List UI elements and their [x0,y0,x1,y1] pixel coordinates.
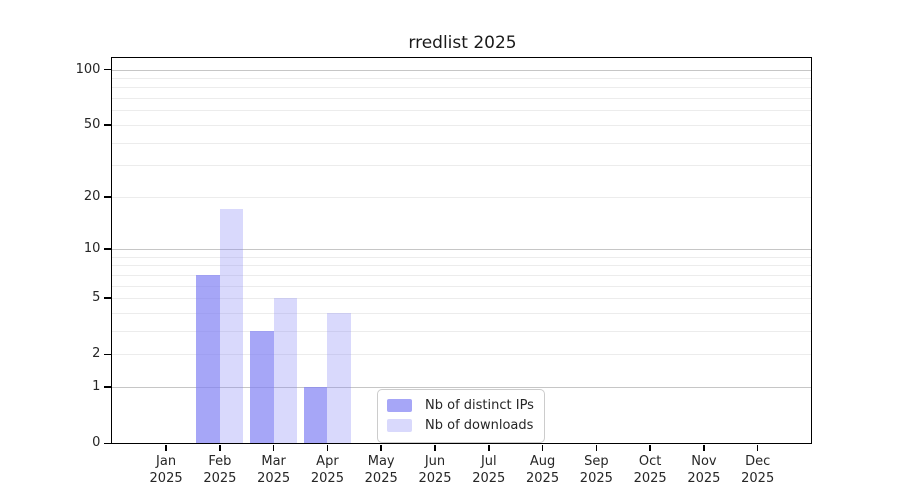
y-tick [104,248,111,250]
x-tick-label-year: 2025 [257,471,291,487]
y-gridline-minor [112,142,812,144]
x-tick [756,444,759,452]
y-gridline-minor [112,196,812,198]
x-tick-label-month: May [367,454,395,470]
x-tick [272,444,275,452]
x-tick-label-month: Jun [424,454,446,470]
x-tick [434,444,436,452]
x-tick [541,444,544,452]
y-tick-label: 1 [92,379,101,395]
x-tick-label-month: Jan [156,454,177,470]
x-tick-label-year: 2025 [687,471,721,487]
y-gridline-minor [112,110,812,112]
y-gridline-minor [112,78,812,80]
x-tick [165,444,167,452]
x-tick-label-month: Feb [208,454,232,470]
y-gridline-minor [112,165,812,167]
x-tick-label: Aug 2025 [511,453,575,487]
y-tick [104,353,111,356]
bar-downloads [219,209,244,444]
x-tick-label-month: Sep [584,454,609,470]
y-tick-label: 100 [75,61,101,77]
x-tick-label: Oct 2025 [618,453,682,487]
y-gridline-minor [112,98,812,100]
chart-title: rredlist 2025 [408,33,517,53]
y-gridline-minor [112,298,812,300]
x-tick-label-year: 2025 [472,471,506,487]
x-tick [326,444,329,452]
x-tick-label-year: 2025 [526,471,560,487]
x-tick-label: Jul 2025 [457,453,521,487]
y-gridline-minor [112,331,812,333]
y-tick-label: 20 [83,188,101,204]
y-tick-label: 0 [92,435,101,451]
y-gridline-minor [112,265,812,267]
x-tick-label-year: 2025 [418,471,452,487]
legend-item-distinct-ips: Nb of distinct IPs [387,396,534,415]
x-tick-label-month: Oct [638,454,662,470]
x-tick-label-month: Nov [691,454,717,470]
x-tick [595,444,598,452]
x-tick [487,444,490,452]
x-tick-label: Feb 2025 [188,453,252,487]
x-tick-label: May 2025 [349,453,413,487]
x-tick-label-year: 2025 [633,471,667,487]
y-gridline-minor [112,313,812,315]
x-tick-label: Nov 2025 [672,453,736,487]
bar-distinct-ips [250,331,274,444]
y-tick [104,68,111,71]
x-tick [219,444,221,452]
x-tick-label-year: 2025 [741,471,775,487]
plot-area: 0 1 2 5 10 20 50 100 Jan 2025 Feb 2025 Mar 2025 Apr 202… [76,57,813,486]
y-gridline-minor [112,274,812,276]
y-tick-label: 5 [92,290,101,306]
y-gridline-major [112,249,812,251]
x-tick-label: Jun 2025 [403,453,467,487]
y-gridline-major [112,387,812,389]
y-tick [104,386,111,389]
y-gridline-minor [112,354,812,356]
y-gridline-major [112,69,812,71]
bar-distinct-ips [196,274,220,444]
x-tick-label: Jan 2025 [134,453,198,487]
bar-downloads [327,313,351,444]
y-gridline-minor [112,285,812,287]
y-tick [104,442,111,445]
x-tick [649,444,651,452]
y-gridline-minor [112,87,812,89]
x-tick-label-year: 2025 [203,471,237,487]
y-tick [104,196,111,198]
x-tick-label-month: Apr [316,454,339,470]
x-tick-label-month: Mar [261,454,286,470]
y-tick-label: 10 [83,241,101,257]
legend: Nb of distinct IPs Nb of downloads [377,389,545,443]
x-tick-label-year: 2025 [310,471,344,487]
x-tick-label-month: Jul [480,454,497,470]
x-tick-label: Dec 2025 [726,453,790,487]
legend-swatch-downloads [387,419,412,432]
y-tick [104,297,111,300]
bar-distinct-ips [303,387,328,444]
x-tick-label: Apr 2025 [295,453,359,487]
y-tick [104,124,111,126]
x-tick-label-month: Dec [745,454,771,470]
y-gridline-minor [112,256,812,258]
x-tick-label-year: 2025 [579,471,613,487]
y-gridline-minor [112,124,812,126]
legend-item-downloads: Nb of downloads [387,416,534,435]
bar-downloads [273,298,298,444]
x-tick-label: Mar 2025 [242,453,306,487]
legend-label-downloads: Nb of downloads [425,418,534,433]
x-tick [380,444,382,452]
legend-label-distinct-ips: Nb of distinct IPs [425,398,534,413]
legend-swatch-distinct-ips [387,399,412,412]
x-tick [703,444,705,452]
x-tick-label: Sep 2025 [564,453,628,487]
x-tick-label-month: Aug [529,454,556,470]
y-tick-label: 50 [83,116,101,132]
y-tick-label: 2 [92,346,101,362]
x-tick-label-year: 2025 [149,471,183,487]
x-tick-label-year: 2025 [364,471,398,487]
